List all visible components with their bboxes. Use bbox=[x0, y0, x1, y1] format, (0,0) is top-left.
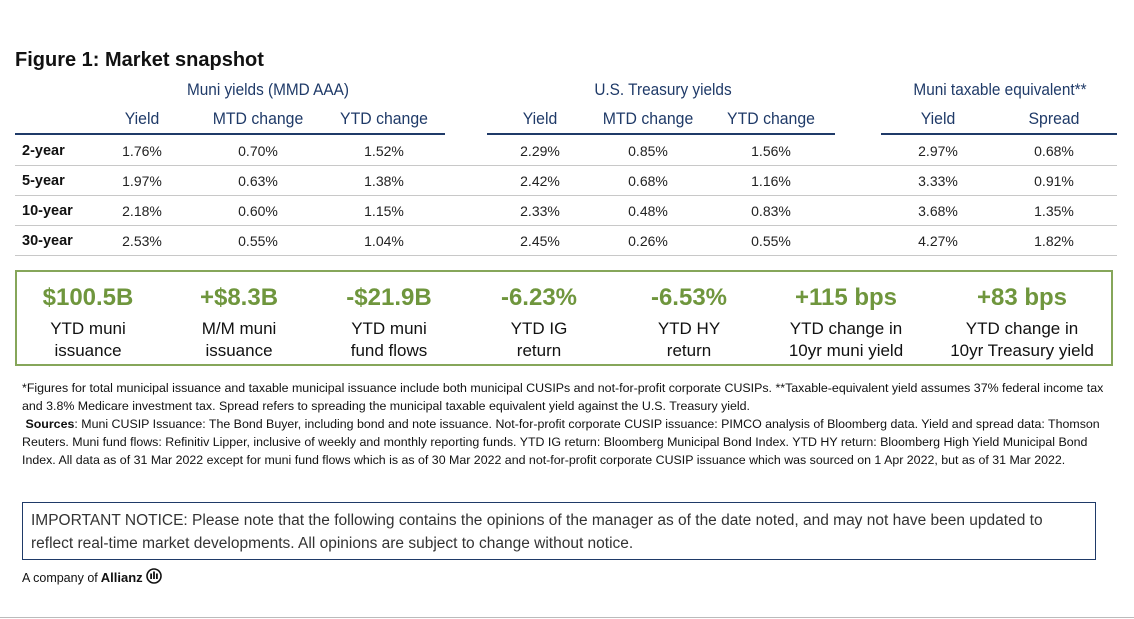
table-cell: 1.82% bbox=[1034, 233, 1074, 249]
table-cell: 1.97% bbox=[122, 173, 162, 189]
footnotes: *Figures for total municipal issuance an… bbox=[22, 379, 1124, 469]
table-cell: 2.18% bbox=[122, 203, 162, 219]
table-cell: 2.29% bbox=[520, 143, 560, 159]
table-cell: 0.68% bbox=[1034, 143, 1074, 159]
treasury-header-rule bbox=[487, 133, 835, 135]
kpi-label: YTD change in 10yr Treasury yield bbox=[950, 319, 1094, 360]
col-header-tsy-mtd: MTD change bbox=[602, 109, 694, 128]
group-header-taxable: Muni taxable equivalent** bbox=[913, 81, 1087, 99]
brand-line: A company of Allianz bbox=[22, 568, 162, 587]
row-label: 10-year bbox=[22, 203, 73, 219]
muni-header-rule bbox=[15, 133, 445, 135]
table-cell: 0.60% bbox=[238, 203, 278, 219]
table-cell: 0.85% bbox=[628, 143, 668, 159]
table-cell: 1.16% bbox=[751, 173, 791, 189]
kpi-value: -6.23% bbox=[500, 284, 578, 311]
table-cell: 0.68% bbox=[628, 173, 668, 189]
col-header-te-spread: Spread bbox=[1028, 109, 1080, 128]
table-cell: 2.97% bbox=[918, 143, 958, 159]
table-cell: 1.35% bbox=[1034, 203, 1074, 219]
row-divider bbox=[15, 225, 1117, 226]
row-divider bbox=[15, 195, 1117, 196]
kpi-value: +115 bps bbox=[794, 284, 898, 311]
kpi-value: -$21.9B bbox=[346, 284, 432, 311]
table-cell: 0.26% bbox=[628, 233, 668, 249]
table-cell: 0.91% bbox=[1034, 173, 1074, 189]
table-cell: 1.52% bbox=[364, 143, 404, 159]
kpi-value: -6.53% bbox=[650, 284, 728, 311]
table-cell: 3.68% bbox=[918, 203, 958, 219]
kpi-label: YTD HY return bbox=[657, 319, 721, 360]
kpi-label: YTD muni issuance bbox=[50, 319, 126, 360]
figure-title: Figure 1: Market snapshot bbox=[15, 49, 264, 71]
table-cell: 2.53% bbox=[122, 233, 162, 249]
table-cell: 2.42% bbox=[520, 173, 560, 189]
table-cell: 0.63% bbox=[238, 173, 278, 189]
table-cell: 0.55% bbox=[751, 233, 791, 249]
table-cell: 0.70% bbox=[238, 143, 278, 159]
table-cell: 4.27% bbox=[918, 233, 958, 249]
page-bottom-rule bbox=[0, 617, 1134, 618]
row-divider bbox=[15, 165, 1117, 166]
brand-prefix: A company of bbox=[22, 570, 98, 585]
col-header-tsy-ytd: YTD change bbox=[727, 109, 815, 128]
group-header-treasury: U.S. Treasury yields bbox=[594, 81, 732, 99]
table-cell: 1.56% bbox=[751, 143, 791, 159]
col-header-muni-yield: Yield bbox=[124, 109, 160, 128]
row-divider bbox=[15, 255, 1117, 256]
footnote-figures: *Figures for total municipal issuance an… bbox=[22, 381, 1104, 413]
kpi-label: YTD change in 10yr muni yield bbox=[788, 319, 904, 360]
table-cell: 0.83% bbox=[751, 203, 791, 219]
table-cell: 1.15% bbox=[364, 203, 404, 219]
brand-name: Allianz bbox=[100, 570, 143, 585]
kpi-label: M/M muni issuance bbox=[201, 319, 277, 360]
col-header-muni-ytd: YTD change bbox=[340, 109, 428, 128]
table-cell: 0.48% bbox=[628, 203, 668, 219]
col-header-tsy-yield: Yield bbox=[522, 109, 558, 128]
table-cell: 1.38% bbox=[364, 173, 404, 189]
table-cell: 0.55% bbox=[238, 233, 278, 249]
kpi-label: YTD muni fund flows bbox=[350, 319, 428, 360]
table-cell: 1.04% bbox=[364, 233, 404, 249]
footnote-sources: Sources: Muni CUSIP Issuance: The Bond B… bbox=[22, 417, 1100, 467]
row-label: 2-year bbox=[22, 143, 65, 159]
kpi-label: YTD IG return bbox=[510, 319, 568, 360]
table-cell: 3.33% bbox=[918, 173, 958, 189]
kpi-value: +83 bps bbox=[976, 284, 1068, 311]
col-header-te-yield: Yield bbox=[920, 109, 956, 128]
group-header-muni: Muni yields (MMD AAA) bbox=[186, 81, 349, 99]
table-cell: 1.76% bbox=[122, 143, 162, 159]
taxable-header-rule bbox=[881, 133, 1117, 135]
table-cell: 2.45% bbox=[520, 233, 560, 249]
important-notice: IMPORTANT NOTICE: Please note that the f… bbox=[22, 502, 1096, 560]
kpi-panel bbox=[15, 270, 1113, 366]
row-label: 30-year bbox=[22, 233, 73, 249]
allianz-logo-icon bbox=[145, 568, 162, 587]
col-header-muni-mtd: MTD change bbox=[212, 109, 304, 128]
row-label: 5-year bbox=[22, 173, 65, 189]
kpi-value: $100.5B bbox=[42, 284, 134, 311]
kpi-value: +$8.3B bbox=[199, 284, 279, 311]
table-cell: 2.33% bbox=[520, 203, 560, 219]
